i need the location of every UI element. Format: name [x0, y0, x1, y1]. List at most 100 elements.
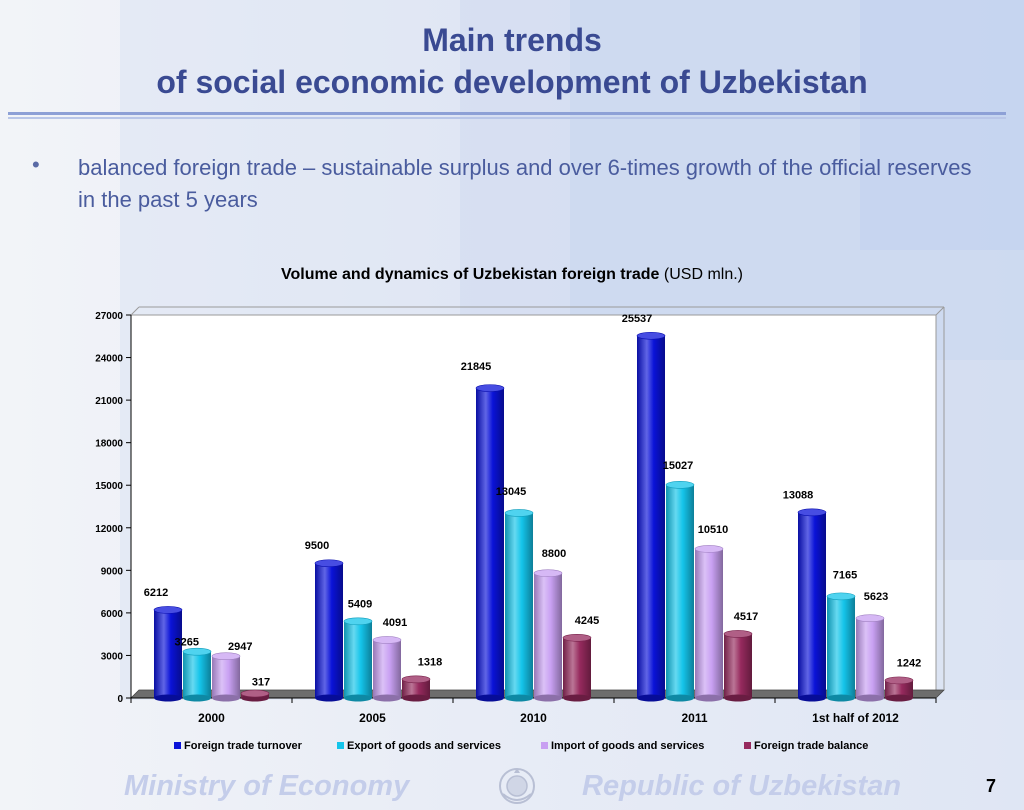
data-label: 7165	[833, 569, 857, 581]
y-tick-label: 18000	[95, 439, 123, 450]
bar	[724, 633, 752, 698]
background-panel	[860, 0, 1024, 250]
data-label: 8800	[542, 548, 566, 560]
bar-top	[533, 569, 563, 577]
chart-title: Volume and dynamics of Uzbekistan foreig…	[0, 266, 1024, 284]
bar	[154, 609, 182, 698]
data-label: 1242	[897, 657, 921, 669]
legend-label: Export of goods and services	[347, 740, 501, 752]
legend-swatch	[174, 742, 181, 749]
title-divider	[8, 112, 1006, 115]
data-label: 5623	[864, 591, 888, 603]
bar-top	[797, 508, 827, 517]
x-tick-label: 2005	[359, 711, 386, 725]
bar-top	[884, 676, 914, 685]
bar	[402, 679, 430, 698]
plot-area	[130, 306, 945, 699]
data-label: 10510	[698, 524, 729, 536]
bar-base	[885, 694, 913, 702]
y-tick-label: 0	[117, 694, 123, 705]
bar	[563, 637, 591, 698]
data-label: 6212	[144, 587, 168, 599]
bar-top	[694, 545, 724, 553]
bar-base	[476, 694, 504, 702]
data-label: 13088	[783, 489, 814, 501]
bar-base	[637, 694, 665, 702]
bar-base	[856, 694, 884, 702]
y-tick-label: 15000	[95, 481, 123, 492]
bar-base	[534, 694, 562, 702]
bar-top	[211, 652, 241, 660]
bar	[212, 656, 240, 698]
bar-base	[373, 694, 401, 702]
y-axis: 0 3000 6000 9000 12000 15000 18000 21000 24000 27…	[95, 311, 132, 705]
bar	[798, 512, 826, 698]
bar-top	[636, 331, 666, 340]
bar-base	[315, 694, 343, 702]
data-label: 317	[252, 677, 270, 689]
data-label: 4517	[734, 611, 758, 623]
plot-edge	[130, 306, 140, 316]
title-divider-thin	[8, 117, 1006, 119]
bar-base	[212, 694, 240, 702]
state-emblem-icon	[499, 768, 535, 804]
y-tick-label: 27000	[95, 311, 123, 322]
bar	[373, 639, 401, 698]
legend-label: Foreign trade turnover	[184, 740, 303, 752]
bar	[666, 484, 694, 698]
legend-label: Import of goods and services	[551, 740, 704, 752]
bar-base	[695, 694, 723, 702]
bar	[856, 618, 884, 698]
bar-top	[562, 633, 592, 642]
legend-swatch	[337, 742, 344, 749]
slide-title-line1: Main trends	[422, 22, 602, 58]
y-tick-label: 21000	[95, 396, 123, 407]
legend: Foreign trade turnover Export of goods an…	[174, 740, 868, 752]
bar	[183, 651, 211, 698]
bar	[505, 512, 533, 698]
bar-base	[154, 694, 182, 702]
plot-edge	[935, 306, 945, 316]
bar-top	[240, 689, 270, 698]
data-label: 15027	[663, 460, 694, 472]
bar	[637, 335, 665, 698]
bar-top	[665, 481, 695, 489]
bar-top	[182, 647, 212, 656]
data-label: 5409	[348, 598, 372, 610]
bullet-marker: •	[32, 152, 40, 177]
y-tick-label: 3000	[101, 651, 124, 662]
bar-base	[183, 694, 211, 702]
bar-top	[504, 509, 534, 517]
data-label: 25537	[622, 313, 653, 325]
data-label: 21845	[461, 361, 492, 373]
x-tick-label: 2010	[520, 711, 547, 725]
data-label: 9500	[305, 540, 329, 552]
bar	[827, 596, 855, 698]
bar-top	[723, 630, 753, 638]
slide-title-line2: of social economic development of Uzbeki…	[156, 64, 868, 100]
background-panel	[570, 0, 1024, 360]
data-label: 3265	[175, 637, 199, 649]
legend-swatch	[744, 742, 751, 749]
chart-title-unit: (USD mln.)	[663, 266, 743, 283]
chart-title-main: Volume and dynamics of Uzbekistan foreig…	[280, 266, 660, 283]
bar	[315, 563, 343, 698]
y-tick-label: 24000	[95, 354, 123, 365]
x-tick-label: 1st half of 2012	[812, 711, 899, 725]
x-tick-label: 2011	[681, 711, 707, 725]
bullet-text: balanced foreign trade – sustainable sur…	[78, 155, 972, 212]
bar	[476, 388, 504, 698]
data-label: 13045	[496, 486, 527, 498]
data-label: 4245	[575, 615, 599, 627]
y-tick-label: 9000	[101, 566, 124, 577]
bar-base	[666, 694, 694, 702]
bar-base	[724, 694, 752, 702]
bar-top	[314, 559, 344, 568]
bar-top	[401, 675, 431, 684]
bar	[885, 680, 913, 698]
data-label: 2947	[228, 641, 252, 653]
data-label: 4091	[383, 617, 407, 629]
bar-base	[563, 694, 591, 702]
bars	[153, 331, 914, 702]
bar-top	[826, 592, 856, 601]
